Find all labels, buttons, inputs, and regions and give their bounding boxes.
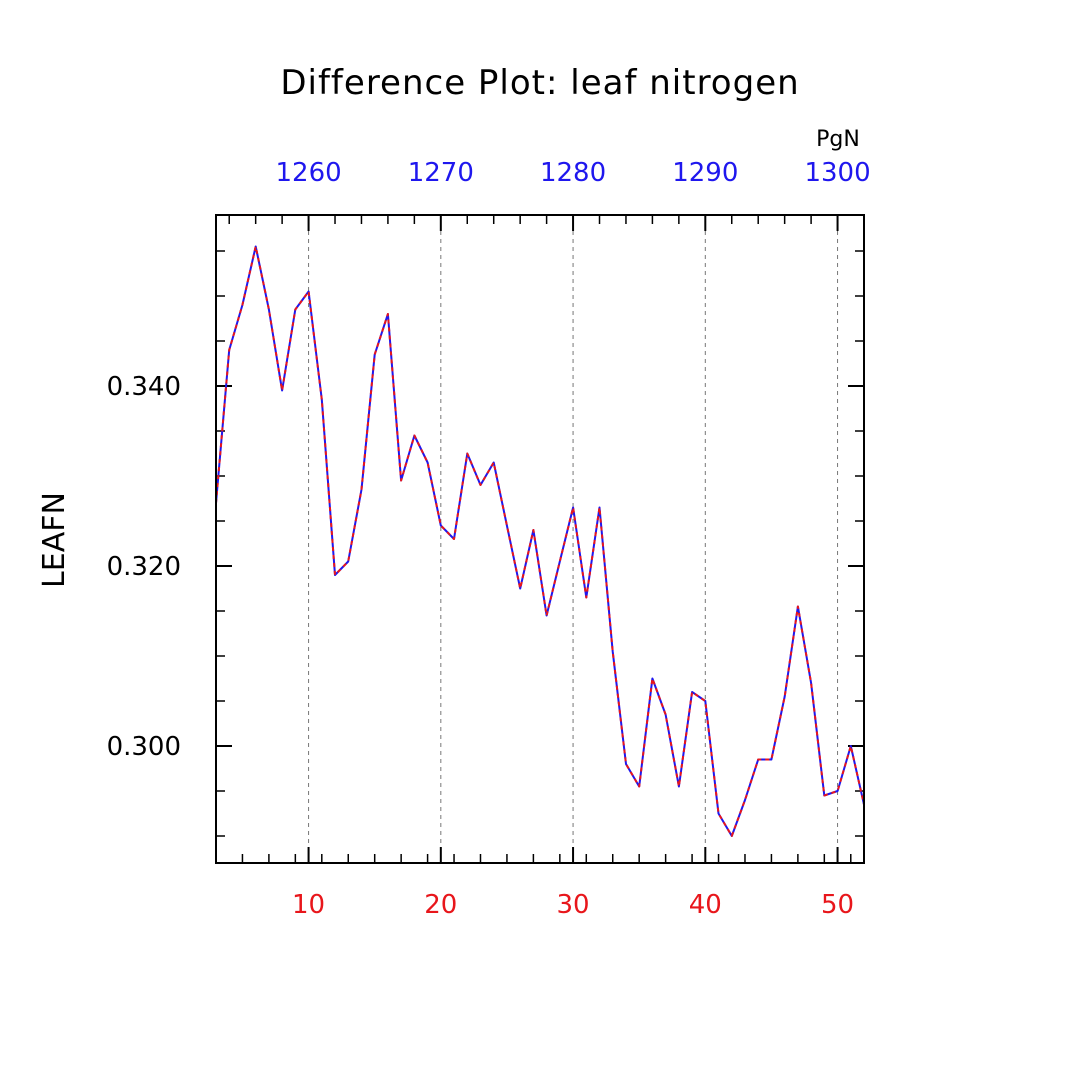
bottom-tick-label-10: 10 bbox=[292, 890, 325, 920]
bottom-tick-label-30: 30 bbox=[557, 890, 590, 920]
top-tick-label-1260: 1260 bbox=[275, 158, 341, 188]
series-line-overlay-0 bbox=[215, 245, 865, 837]
bottom-tick-label-40: 40 bbox=[689, 890, 722, 920]
top-tick-label-1280: 1280 bbox=[540, 158, 606, 188]
grid-lines bbox=[308, 215, 839, 863]
chart-title: Difference Plot: leaf nitrogen bbox=[280, 63, 799, 103]
axis-ticks bbox=[215, 215, 864, 863]
bottom-tick-label-20: 20 bbox=[424, 890, 457, 920]
top-tick-label-1270: 1270 bbox=[408, 158, 474, 188]
series-lines bbox=[215, 245, 865, 837]
tick-labels: 10 20 30 40 50 1260 1270 1280 1290 1300 0.300 0.320… bbox=[107, 158, 871, 920]
y-tick-label-0: 0.300 bbox=[107, 732, 181, 762]
y-axis-label: LEAFN bbox=[37, 492, 72, 588]
plot-frame bbox=[215, 214, 865, 864]
y-tick-label-1: 0.320 bbox=[107, 552, 181, 582]
y-tick-label-2: 0.340 bbox=[107, 372, 181, 402]
top-tick-label-1290: 1290 bbox=[672, 158, 738, 188]
bottom-tick-label-50: 50 bbox=[821, 890, 854, 920]
top-tick-label-1300: 1300 bbox=[804, 158, 870, 188]
units-label: PgN bbox=[816, 127, 860, 152]
